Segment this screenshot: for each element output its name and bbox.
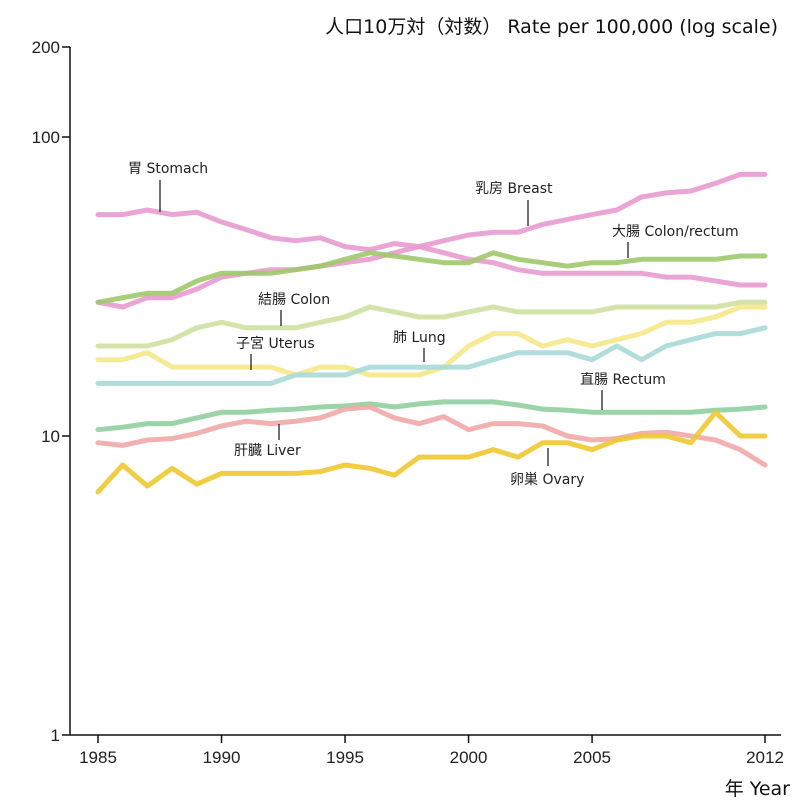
x-tick-label: 2005 (573, 748, 611, 767)
series-line-uterus (95, 304, 768, 378)
series-line-colon (95, 299, 768, 349)
axes: 1 10 100 200 1985 1990 1995 2000 2005 2012 (32, 38, 784, 767)
series-line-breast (95, 171, 768, 310)
series-line-liver (95, 404, 768, 468)
y-tick-label: 200 (32, 38, 60, 57)
x-tick-label: 1990 (203, 748, 241, 767)
chart-title: 人口10万対（対数） Rate per 100,000 (log scale) (325, 16, 778, 38)
x-tick-label: 1995 (326, 748, 364, 767)
series-label: 子宮 Uterus (236, 336, 315, 352)
series-label: 結腸 Colon (258, 292, 330, 308)
series-line-ovary (95, 409, 768, 495)
series-label: 胃 Stomach (128, 161, 208, 177)
y-tick-label: 100 (32, 128, 60, 147)
series-label: 肺 Lung (393, 330, 446, 346)
series-layer (95, 171, 768, 495)
series-label: 肝臓 Liver (234, 443, 301, 459)
series-line-stomach (95, 207, 768, 288)
series-label: 卵巣 Ovary (510, 472, 584, 488)
x-tick-label: 2000 (450, 748, 488, 767)
y-tick-label: 1 (51, 726, 60, 745)
x-tick-label: 1985 (79, 748, 117, 767)
x-tick-label: 2012 (746, 748, 784, 767)
series-label: 乳房 Breast (475, 181, 553, 197)
series-line-lung (95, 325, 768, 386)
y-tick-label: 10 (41, 427, 60, 446)
series-label: 大腸 Colon/rectum (612, 224, 739, 240)
series-line-colon-rectum (95, 250, 768, 305)
series-labels: 乳房 Breast 胃 Stomach 大腸 Colon/rectum 結腸 Colo… (128, 161, 739, 488)
series-label: 直腸 Rectum (580, 371, 666, 388)
series-line-rectum (95, 399, 768, 433)
x-axis-title: 年 Year (725, 778, 790, 800)
